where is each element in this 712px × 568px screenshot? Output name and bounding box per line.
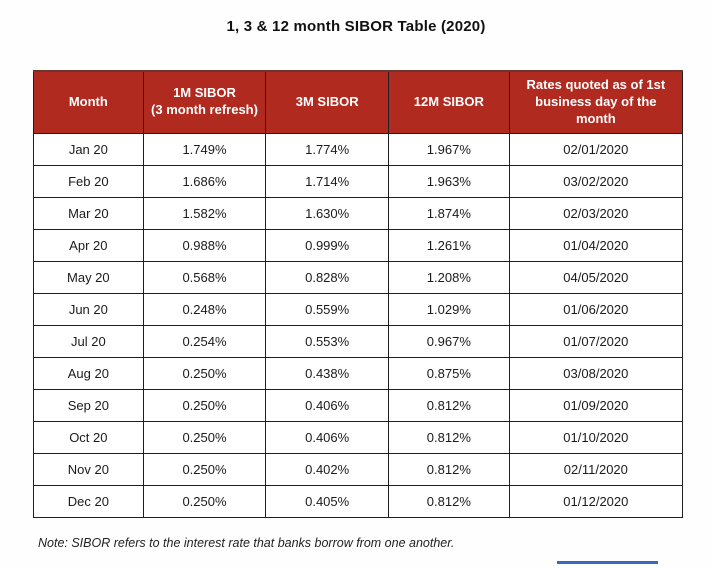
- rate-cell: 1.582%: [142, 196, 267, 230]
- rate-cell: 0.406%: [265, 420, 389, 454]
- rate-cell: 1.029%: [387, 292, 510, 326]
- table-row: Apr 20 0.988% 0.999% 1.261% 01/04/2020: [33, 228, 684, 262]
- page-title: 1, 3 & 12 month SIBOR Table (2020): [226, 18, 486, 35]
- table-header: Month 1M SIBOR (3 month refresh) 3M SIBO…: [33, 70, 684, 134]
- month-cell: Oct 20: [33, 420, 144, 454]
- table-row: Jan 20 1.749% 1.774% 1.967% 02/01/2020: [33, 132, 684, 166]
- rate-cell: 1.686%: [142, 164, 267, 198]
- month-cell: Jul 20: [33, 324, 144, 358]
- rate-cell: 0.828%: [265, 260, 389, 294]
- month-cell: Aug 20: [33, 356, 144, 390]
- header-month: Month: [33, 70, 144, 134]
- footnote: Note: SIBOR refers to the interest rate …: [38, 536, 455, 550]
- rate-cell: 0.967%: [387, 324, 510, 358]
- table-row: May 20 0.568% 0.828% 1.208% 04/05/2020: [33, 260, 684, 294]
- rate-cell: 1.630%: [265, 196, 389, 230]
- rate-cell: 0.250%: [142, 356, 267, 390]
- rate-cell: 0.250%: [142, 452, 267, 486]
- rate-cell: 0.812%: [387, 420, 510, 454]
- rate-cell: 1.208%: [387, 260, 510, 294]
- rate-cell: 0.250%: [142, 484, 267, 518]
- date-cell: 03/02/2020: [508, 164, 684, 198]
- rate-cell: 0.254%: [142, 324, 267, 358]
- rate-cell: 0.568%: [142, 260, 267, 294]
- date-cell: 01/07/2020: [508, 324, 684, 358]
- month-cell: Nov 20: [33, 452, 144, 486]
- month-cell: Mar 20: [33, 196, 144, 230]
- header-12m-sibor: 12M SIBOR: [387, 70, 510, 134]
- rate-cell: 0.248%: [142, 292, 267, 326]
- date-cell: 02/01/2020: [508, 132, 684, 166]
- month-cell: Dec 20: [33, 484, 144, 518]
- rate-cell: 0.250%: [142, 420, 267, 454]
- month-cell: Jan 20: [33, 132, 144, 166]
- rate-cell: 1.967%: [387, 132, 510, 166]
- rate-cell: 0.438%: [265, 356, 389, 390]
- rate-cell: 0.405%: [265, 484, 389, 518]
- rate-cell: 0.559%: [265, 292, 389, 326]
- rate-cell: 1.749%: [142, 132, 267, 166]
- header-1m-sibor: 1M SIBOR (3 month refresh): [142, 70, 267, 134]
- rate-cell: 0.999%: [265, 228, 389, 262]
- date-cell: 01/10/2020: [508, 420, 684, 454]
- rate-cell: 0.988%: [142, 228, 267, 262]
- table-row: Sep 20 0.250% 0.406% 0.812% 01/09/2020: [33, 388, 684, 422]
- date-cell: 01/12/2020: [508, 484, 684, 518]
- rate-cell: 0.875%: [387, 356, 510, 390]
- month-cell: Apr 20: [33, 228, 144, 262]
- rate-cell: 0.406%: [265, 388, 389, 422]
- table-row: Mar 20 1.582% 1.630% 1.874% 02/03/2020: [33, 196, 684, 230]
- rate-cell: 1.963%: [387, 164, 510, 198]
- rate-cell: 0.812%: [387, 452, 510, 486]
- month-cell: Jun 20: [33, 292, 144, 326]
- table-body: Jan 20 1.749% 1.774% 1.967% 02/01/2020 Feb 20…: [33, 132, 684, 518]
- rate-cell: 0.553%: [265, 324, 389, 358]
- rate-cell: 0.250%: [142, 388, 267, 422]
- table-row: Oct 20 0.250% 0.406% 0.812% 01/10/2020: [33, 420, 684, 454]
- date-cell: 01/09/2020: [508, 388, 684, 422]
- table-row: Dec 20 0.250% 0.405% 0.812% 01/12/2020: [33, 484, 684, 518]
- rate-cell: 0.402%: [265, 452, 389, 486]
- date-cell: 03/08/2020: [508, 356, 684, 390]
- rate-cell: 1.261%: [387, 228, 510, 262]
- blue-underline-mark: [557, 561, 658, 564]
- rate-cell: 0.812%: [387, 388, 510, 422]
- rate-cell: 1.714%: [265, 164, 389, 198]
- rate-cell: 1.874%: [387, 196, 510, 230]
- date-cell: 01/06/2020: [508, 292, 684, 326]
- date-cell: 02/03/2020: [508, 196, 684, 230]
- date-cell: 02/11/2020: [508, 452, 684, 486]
- table-row: Jul 20 0.254% 0.553% 0.967% 01/07/2020: [33, 324, 684, 358]
- table-row: Aug 20 0.250% 0.438% 0.875% 03/08/2020: [33, 356, 684, 390]
- rate-cell: 1.774%: [265, 132, 389, 166]
- header-row: Month 1M SIBOR (3 month refresh) 3M SIBO…: [33, 70, 684, 134]
- month-cell: Feb 20: [33, 164, 144, 198]
- sibor-table: Month 1M SIBOR (3 month refresh) 3M SIBO…: [33, 70, 684, 518]
- header-3m-sibor: 3M SIBOR: [265, 70, 389, 134]
- month-cell: Sep 20: [33, 388, 144, 422]
- header-rates-quoted: Rates quoted as of 1st business day of t…: [508, 70, 684, 134]
- table-row: Nov 20 0.250% 0.402% 0.812% 02/11/2020: [33, 452, 684, 486]
- rate-cell: 0.812%: [387, 484, 510, 518]
- date-cell: 01/04/2020: [508, 228, 684, 262]
- date-cell: 04/05/2020: [508, 260, 684, 294]
- month-cell: May 20: [33, 260, 144, 294]
- table-row: Jun 20 0.248% 0.559% 1.029% 01/06/2020: [33, 292, 684, 326]
- table-row: Feb 20 1.686% 1.714% 1.963% 03/02/2020: [33, 164, 684, 198]
